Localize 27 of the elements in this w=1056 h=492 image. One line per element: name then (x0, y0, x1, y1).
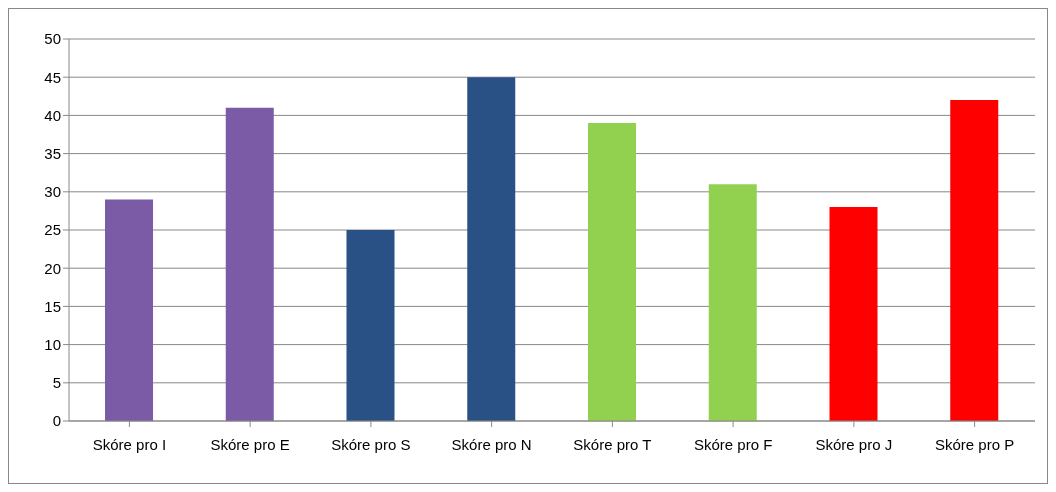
x-tick-label: Skóre pro T (573, 435, 652, 453)
y-tick-label: 35 (44, 144, 61, 162)
x-tick-label: Skóre pro F (693, 435, 773, 453)
x-tick-label: Skóre pro E (210, 435, 290, 453)
bar (708, 184, 757, 421)
bar (346, 230, 395, 421)
bar (225, 107, 274, 421)
x-tick-label: Skóre pro P (935, 435, 1015, 453)
y-tick-label: 50 (44, 30, 61, 48)
bar (950, 100, 999, 421)
bar (588, 123, 636, 421)
y-tick-label: 20 (44, 259, 61, 277)
bar (829, 207, 878, 421)
x-tick-label: Skóre pro I (92, 435, 167, 453)
x-tick-label: Skóre pro S (331, 435, 411, 453)
x-tick-label: Skóre pro N (451, 435, 532, 453)
y-tick-label: 40 (44, 106, 61, 124)
y-tick-label: 15 (44, 297, 61, 315)
bar (105, 199, 153, 421)
bar (467, 77, 516, 421)
y-tick-label: 25 (44, 221, 61, 239)
x-tick-label: Skóre pro J (815, 435, 893, 453)
y-tick-label: 0 (52, 412, 61, 430)
y-tick-label: 30 (44, 183, 61, 201)
y-tick-label: 10 (44, 335, 61, 353)
y-tick-label: 5 (52, 374, 61, 392)
y-tick-label: 45 (44, 68, 61, 86)
